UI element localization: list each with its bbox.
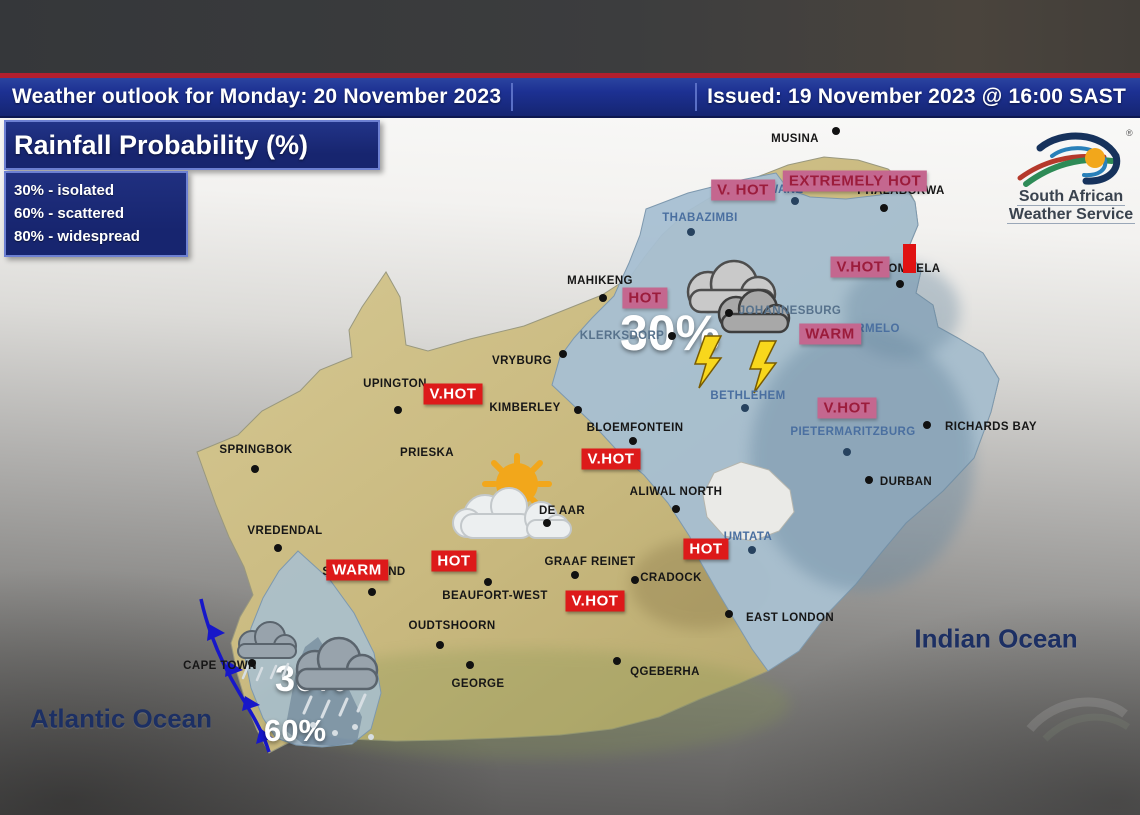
- rain-probability-northeast: 30%: [619, 305, 721, 361]
- page-title: Rainfall Probability (%): [14, 129, 309, 160]
- red-marker: [903, 244, 916, 273]
- cold-front-icon: [199, 598, 273, 753]
- logo-text-line1: South African: [1016, 188, 1126, 206]
- rain-probability-cape-outer: 30%: [274, 658, 348, 699]
- legend-item-widespread: 80% - widespread: [14, 228, 140, 245]
- header-bar: Weather outlook for Monday: 20 November …: [0, 78, 1140, 118]
- lesotho-shape: [702, 461, 795, 542]
- logo-text-line2: Weather Service: [1006, 206, 1136, 224]
- saws-logo-swoosh: ®: [1017, 128, 1133, 187]
- saws-logo: ® South African Weather Service: [1002, 126, 1140, 236]
- rain-probability-cape-inner: 60%: [263, 713, 327, 748]
- legend-item-scattered: 60% - scattered: [14, 205, 125, 222]
- red-divider-line: [0, 73, 1140, 78]
- outlook-title: Weather outlook for Monday: 20 November …: [10, 83, 514, 111]
- legend-item-isolated: 30% - isolated: [14, 182, 115, 199]
- watermark-swirl: [1026, 697, 1130, 742]
- weather-slide: 30% 30% 60% Atlantic Ocean Indian Ocean: [0, 78, 1140, 815]
- indian-ocean-label: Indian Ocean: [914, 623, 1078, 654]
- registered-mark: ®: [1126, 128, 1133, 138]
- atlantic-ocean-label: Atlantic Ocean: [29, 703, 213, 734]
- rainfall-probability-title: Rainfall Probability (%): [4, 120, 380, 170]
- rainfall-legend: 30% - isolated 60% - scattered 80% - wid…: [4, 171, 188, 257]
- issued-timestamp: Issued: 19 November 2023 @ 16:00 SAST: [695, 83, 1128, 111]
- letterbox-top: [0, 0, 1140, 73]
